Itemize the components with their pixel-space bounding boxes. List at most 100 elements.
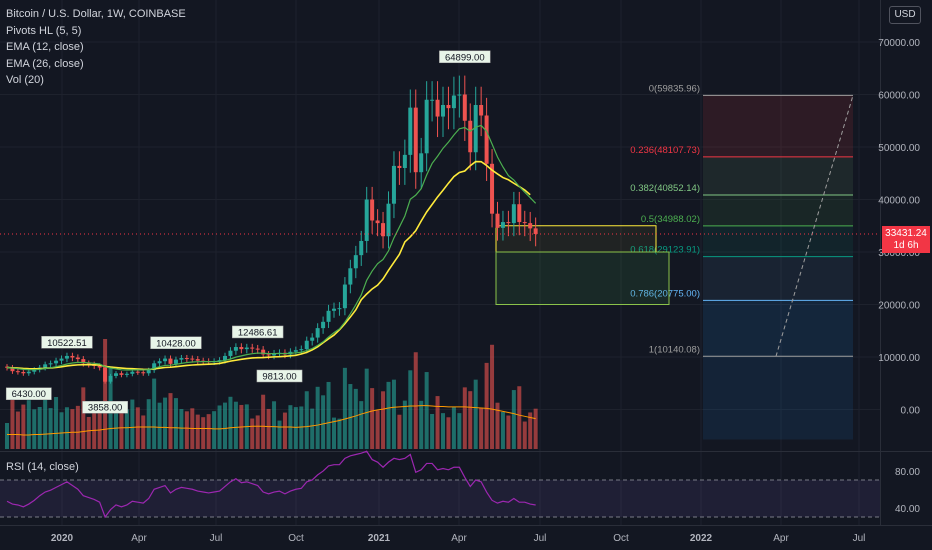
volume-bar xyxy=(522,421,527,449)
candle-body xyxy=(70,355,75,358)
volume-bar xyxy=(446,417,451,449)
candle-body xyxy=(141,372,146,374)
volume-bar xyxy=(21,404,26,449)
fib-level-label: 0.5(34988.02) xyxy=(641,214,700,225)
volume-bar xyxy=(506,415,511,449)
fib-zone xyxy=(703,156,853,196)
volume-bar xyxy=(206,414,211,449)
volume-bar xyxy=(326,381,331,449)
candle-body xyxy=(15,371,20,373)
time-tick-label: 2022 xyxy=(690,533,713,544)
candle-body xyxy=(457,94,462,96)
fib-level-label: 0.236(48107.73) xyxy=(630,145,700,156)
candle-body xyxy=(233,347,238,351)
volume-bar xyxy=(152,378,157,449)
candle-body xyxy=(424,99,429,154)
volume-bar xyxy=(37,407,42,449)
chart-title: Bitcoin / U.S. Dollar, 1W, COINBASE xyxy=(6,8,186,20)
volume-bar xyxy=(179,409,184,449)
candle-body xyxy=(59,358,64,361)
candle-body xyxy=(86,363,91,365)
candle-body xyxy=(103,367,108,382)
volume-bar xyxy=(146,399,151,449)
currency-button[interactable]: USD xyxy=(889,6,921,24)
volume-bar xyxy=(353,388,358,449)
rsi-line xyxy=(6,450,536,519)
volume-bar xyxy=(457,413,462,449)
volume-bar xyxy=(228,396,233,449)
candle-body xyxy=(533,228,538,234)
candle-body xyxy=(381,223,386,237)
candle-body xyxy=(391,165,396,204)
pivot-label: 10428.00 xyxy=(156,338,196,349)
time-tick-label: Apr xyxy=(773,533,789,544)
candle-body xyxy=(430,99,435,101)
indicator-ema26[interactable]: EMA (26, close) xyxy=(6,57,84,70)
fib-zone-base xyxy=(703,356,853,440)
indicator-pivots[interactable]: Pivots HL (5, 5) xyxy=(6,24,82,37)
volume-bar xyxy=(5,423,9,449)
candle-body xyxy=(223,355,227,361)
candle-body xyxy=(446,105,451,109)
candle-body xyxy=(75,357,80,360)
volume-bar xyxy=(495,402,500,449)
volume-bar xyxy=(424,372,429,449)
candle-body xyxy=(326,310,331,322)
volume-bar xyxy=(141,415,146,449)
candle-body xyxy=(64,355,69,359)
last-price-tag: 33431.24 1d 6h xyxy=(882,226,930,253)
volume-bar xyxy=(533,408,538,449)
candle-body xyxy=(21,371,26,374)
candle-body xyxy=(173,359,178,364)
volume-bar xyxy=(430,414,435,449)
volume-bar xyxy=(435,396,440,449)
volume-bar xyxy=(119,408,124,449)
volume-bar xyxy=(364,368,369,449)
time-tick-label: Jul xyxy=(210,533,223,544)
indicator-volume[interactable]: Vol (20) xyxy=(6,74,44,86)
volume-bar xyxy=(86,416,91,449)
volume-bar xyxy=(272,401,277,449)
candle-body xyxy=(54,360,59,364)
candle-body xyxy=(293,350,298,352)
volume-bar xyxy=(419,400,424,449)
candle-body xyxy=(495,213,500,228)
volume-bar xyxy=(277,420,282,449)
candle-body xyxy=(184,358,189,360)
rsi-pane-label[interactable]: RSI (14, close) xyxy=(6,461,79,473)
volume-ma-line xyxy=(7,405,536,436)
volume-bar xyxy=(173,398,178,449)
volume-bar xyxy=(32,409,37,449)
candle-body xyxy=(26,371,31,374)
time-tick-label: Apr xyxy=(131,533,147,544)
candle-body xyxy=(124,373,129,375)
candle-body xyxy=(490,163,495,214)
volume-bar xyxy=(223,402,227,449)
volume-bar xyxy=(64,407,69,449)
volume-bar xyxy=(479,407,484,449)
candle-body xyxy=(375,220,380,224)
price-tick-label: 60000.00 xyxy=(878,91,920,102)
fib-zone xyxy=(703,195,853,226)
candle-body xyxy=(244,347,249,350)
candle-body xyxy=(195,359,200,361)
fib-zone xyxy=(703,256,853,301)
volume-bar xyxy=(359,401,364,449)
volume-bar xyxy=(255,415,260,449)
indicator-ema12[interactable]: EMA (12, close) xyxy=(6,41,84,53)
volume-bar xyxy=(114,404,118,449)
candle-body xyxy=(386,203,391,237)
volume-bar xyxy=(26,400,31,449)
candle-body xyxy=(48,363,53,365)
candle-body xyxy=(250,347,255,349)
fib-level-label: 0.382(40852.14) xyxy=(630,183,700,194)
candle-body xyxy=(468,120,473,153)
volume-bar xyxy=(441,413,445,449)
volume-bar xyxy=(92,410,97,449)
candle-body xyxy=(81,359,86,364)
volume-bar xyxy=(59,412,64,449)
rsi-tick-label: 40.00 xyxy=(895,504,920,515)
